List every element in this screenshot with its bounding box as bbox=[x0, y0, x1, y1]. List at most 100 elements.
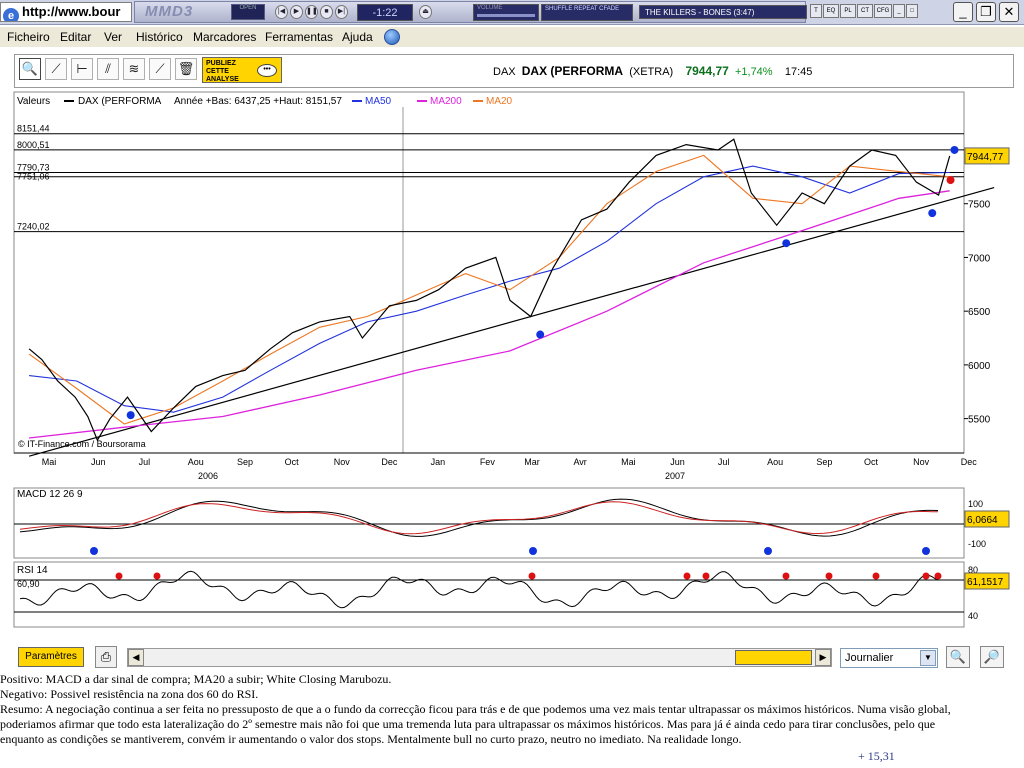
quote-exchange-code: DAX bbox=[493, 66, 516, 78]
menu-editar[interactable]: Editar bbox=[60, 30, 92, 44]
x-month-label: Jan bbox=[431, 457, 446, 467]
winamp-mini-tabs: T EQ PL CT CFG _ □ bbox=[810, 4, 918, 20]
y-tick-label: 7000 bbox=[968, 253, 991, 264]
x-month-label: Sep bbox=[816, 457, 832, 467]
eject-icon[interactable]: ⏏ bbox=[419, 5, 432, 19]
buy-signal-marker bbox=[928, 209, 937, 218]
buy-signal-marker bbox=[536, 330, 545, 339]
last-value-box bbox=[964, 147, 1010, 165]
trash-icon[interactable]: 🗑 bbox=[175, 58, 197, 80]
macd-panel-frame bbox=[13, 487, 965, 559]
rsi-tick: 80 bbox=[968, 565, 978, 575]
shuffle-repeat-toggles[interactable]: SHUFFLE REPEAT CFADE bbox=[541, 4, 633, 21]
fibonacci-icon[interactable]: ≋ bbox=[123, 58, 145, 80]
x-month-label: Sep bbox=[237, 457, 253, 467]
scroll-right-icon[interactable]: ▶ bbox=[815, 649, 831, 666]
winamp-logo: MMD3 bbox=[145, 3, 194, 20]
regression-channel-icon[interactable]: ⫽ bbox=[97, 58, 119, 80]
rsi-overbought-marker bbox=[782, 572, 790, 580]
menu-historico[interactable]: Histórico bbox=[136, 30, 183, 44]
legend-ma50: MA50 bbox=[365, 96, 392, 107]
x-month-label: Jun bbox=[670, 457, 685, 467]
pause-icon[interactable]: ❚❚ bbox=[305, 5, 318, 19]
zoom-in-icon[interactable]: 🔎 bbox=[980, 646, 1004, 668]
legend-stats: Année +Bas: 6437,25 +Haut: 8151,57 bbox=[174, 96, 342, 107]
macd-buy-marker bbox=[764, 547, 772, 555]
trendline-icon[interactable]: ⟋ bbox=[45, 58, 67, 80]
legend-ma20: MA20 bbox=[486, 96, 513, 107]
parameters-button[interactable]: Paramètres bbox=[18, 647, 84, 667]
macd-buy-marker bbox=[922, 547, 930, 555]
quote-market: (XETRA) bbox=[629, 66, 674, 78]
rsi-level-label: 60,90 bbox=[17, 579, 40, 589]
rsi-value-label: 61,1517 bbox=[967, 577, 1004, 588]
rsi-overbought-marker bbox=[922, 572, 930, 580]
buy-signal-marker bbox=[782, 239, 791, 248]
rsi-overbought-marker bbox=[683, 572, 691, 580]
tab-pl[interactable]: PL bbox=[840, 4, 856, 18]
zoom-select-icon[interactable]: 🔍 bbox=[19, 58, 41, 80]
horizontal-scrollbar[interactable]: ◀ ▶ bbox=[127, 648, 832, 667]
menu-ferramentas[interactable]: Ferramentas bbox=[265, 30, 334, 44]
y-tick-label: 5500 bbox=[968, 415, 991, 426]
x-month-label: Jun bbox=[91, 457, 106, 467]
quote-header: DAX DAX (PERFORMA (XETRA) 7944,77 +1,74%… bbox=[493, 64, 812, 78]
tab-t[interactable]: T bbox=[810, 4, 822, 18]
close-icon[interactable]: ✕ bbox=[999, 2, 1019, 22]
rsi-line bbox=[19, 570, 939, 609]
macd-value-box bbox=[964, 510, 1010, 528]
technical-chart[interactable]: Valeurs DAX (PERFORMA Année +Bas: 6437,25 … bbox=[0, 90, 1024, 638]
menu-ajuda[interactable]: Ajuda bbox=[342, 30, 373, 44]
playback-time: -1:22 bbox=[357, 4, 413, 21]
level-label: 8151,44 bbox=[17, 124, 50, 134]
sell-signal-marker bbox=[946, 176, 955, 185]
horizontal-line-icon[interactable]: ⊢ bbox=[71, 58, 93, 80]
level-label: 7751,06 bbox=[17, 172, 50, 182]
fan-lines-icon[interactable]: ⟋ bbox=[149, 58, 171, 80]
x-month-label: Nov bbox=[334, 457, 351, 467]
y-tick-label: 6000 bbox=[968, 361, 991, 372]
x-month-label: Aou bbox=[767, 457, 783, 467]
rsi-overbought-marker bbox=[702, 572, 710, 580]
volume-slider[interactable]: VOLUME bbox=[473, 4, 539, 21]
stop-icon[interactable]: ■ bbox=[320, 5, 333, 19]
ma200-line bbox=[29, 190, 950, 439]
zoom-out-icon[interactable]: 🔍 bbox=[946, 646, 970, 668]
browser-icon: e bbox=[3, 8, 19, 21]
tab-ct[interactable]: CT bbox=[857, 4, 873, 18]
menu-ficheiro[interactable]: Ficheiro bbox=[7, 30, 50, 44]
x-month-label: Mai bbox=[42, 457, 57, 467]
winamp-shade-icon[interactable]: □ bbox=[906, 4, 918, 18]
chevron-down-icon[interactable]: ▼ bbox=[920, 650, 936, 666]
scroll-left-icon[interactable]: ◀ bbox=[128, 649, 144, 666]
minimize-icon[interactable]: _ bbox=[953, 2, 973, 22]
play-icon[interactable]: ▶ bbox=[290, 5, 303, 19]
tab-cfg[interactable]: CFG bbox=[874, 4, 892, 18]
rsi-overbought-marker bbox=[115, 572, 123, 580]
bottom-toolbar: Paramètres ⎙ ◀ ▶ Journalier ▼ 🔍 🔎 bbox=[0, 644, 1024, 672]
tab-eq[interactable]: EQ bbox=[823, 4, 839, 18]
score: + 15,31 bbox=[858, 749, 895, 763]
print-icon[interactable]: ⎙ bbox=[95, 646, 117, 668]
period-select[interactable]: Journalier ▼ bbox=[840, 648, 938, 668]
x-year-label: 2007 bbox=[665, 471, 685, 481]
globe-icon[interactable] bbox=[384, 29, 400, 45]
scroll-thumb[interactable] bbox=[735, 650, 812, 665]
url-field[interactable]: e http://www.bour bbox=[0, 2, 132, 22]
winamp-minimize-icon[interactable]: _ bbox=[893, 4, 905, 18]
x-month-label: Dec bbox=[381, 457, 398, 467]
quote-price: 7944,77 bbox=[685, 64, 729, 78]
open-button[interactable]: OPEN bbox=[231, 4, 265, 20]
winamp-player: MMD3 OPEN |◀ ▶ ❚❚ ■ ▶| -1:22 ⏏ VOLUME SH… bbox=[134, 1, 807, 23]
restore-icon[interactable]: ❐ bbox=[976, 2, 996, 22]
x-month-label: Avr bbox=[573, 457, 586, 467]
menu-ver[interactable]: Ver bbox=[104, 30, 123, 44]
publish-analysis-button[interactable]: PUBLIEZ CETTE ANALYSE ••• bbox=[202, 57, 282, 83]
legend-dax: DAX (PERFORMA bbox=[78, 96, 162, 107]
x-month-label: Fev bbox=[480, 457, 496, 467]
x-month-label: Aou bbox=[188, 457, 204, 467]
rsi-overbought-marker bbox=[825, 572, 833, 580]
menu-marcadores[interactable]: Marcadores bbox=[193, 30, 257, 44]
next-icon[interactable]: ▶| bbox=[335, 5, 348, 19]
previous-icon[interactable]: |◀ bbox=[275, 5, 288, 19]
